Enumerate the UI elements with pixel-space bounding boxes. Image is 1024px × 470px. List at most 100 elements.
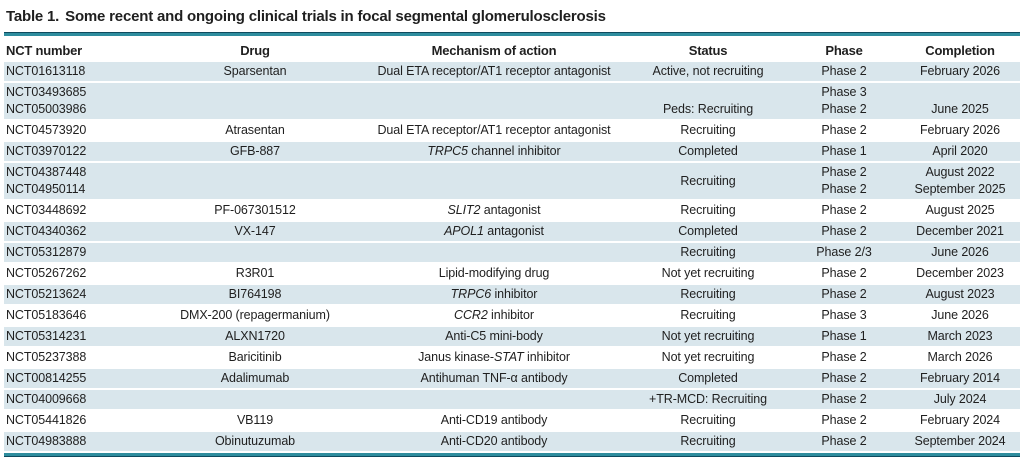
cell-mech: SLIT2 antagonist (447, 203, 541, 217)
clinical-trials-table: NCT number Drug Mechanism of action Status P… (4, 38, 1020, 453)
cell-status: Recruiting (628, 243, 788, 262)
cell-mech (360, 390, 628, 409)
table-row: NCT03970122 GFB-887 TRPC5 channel inhibito… (4, 142, 1020, 161)
cell-mech (360, 163, 628, 199)
cell-phase: Phase 2 (821, 413, 867, 427)
table-row: NCT04983888 Obinutuzumab Anti-CD20 antibod… (4, 432, 1020, 451)
cell-status: Recruiting (680, 413, 736, 427)
table-row: NCT04573920 Atrasentan Dual ETA receptor/A… (4, 121, 1020, 140)
table-header: NCT number Drug Mechanism of action Status P… (4, 40, 1020, 60)
table-row: NCT00814255 Adalimumab Antihuman TNF-α ant… (4, 369, 1020, 388)
table-figure: Table 1. Some recent and ongoing clinical… (4, 5, 1020, 457)
col-header-drug: Drug (240, 43, 270, 58)
cell-phase: Phase 2/3 (788, 243, 900, 262)
cell-nct: NCT05237388 (6, 350, 87, 364)
cell-completion: December 2023 (916, 266, 1004, 280)
cell-status: Recruiting (628, 432, 788, 451)
cell-nct: NCT05183646 (6, 308, 87, 322)
cell-completion: February 2024 (920, 413, 1000, 427)
cell-nct: NCT01613118 (4, 62, 150, 81)
table-row: NCT04340362 VX-147 APOL1 antagonist Complet… (4, 222, 1020, 241)
cell-status: Not yet recruiting (661, 266, 755, 280)
cell-drug: ALXN1720 (150, 327, 360, 346)
cell-nct: NCT05441826 (6, 413, 87, 427)
cell-drug: R3R01 (235, 266, 275, 280)
cell-drug (150, 163, 360, 199)
cell-drug: PF-067301512 (214, 203, 296, 217)
cell-phase: Phase 2 (788, 369, 900, 388)
cell-mech (360, 243, 628, 262)
cell-completion: February 2026 (920, 123, 1000, 137)
table-row: NCT05312879 Recruiting Phase 2/3 June 2026 (4, 243, 1020, 262)
cell-status: Completed (628, 369, 788, 388)
cell-completion: June 2026 (931, 308, 989, 322)
table-row: NCT05237388 Baricitinib Janus kinase-STAT … (4, 348, 1020, 367)
cell-phase: Phase 2 (821, 266, 867, 280)
cell-mech (360, 83, 628, 119)
cell-phase: Phase 3 Phase 2 (788, 83, 900, 119)
col-header-completion: Completion (925, 43, 995, 58)
cell-status: Recruiting (680, 123, 736, 137)
cell-drug: Atrasentan (225, 123, 285, 137)
cell-completion: December 2021 (900, 222, 1020, 241)
cell-drug: VX-147 (150, 222, 360, 241)
table-row: NCT04009668 +TR-MCD: Recruiting Phase 2 Ju… (4, 390, 1020, 409)
cell-phase: Phase 2 (821, 123, 867, 137)
cell-drug (150, 243, 360, 262)
cell-status: Recruiting (680, 308, 736, 322)
cell-nct: NCT03970122 (4, 142, 150, 161)
cell-completion: September 2024 (900, 432, 1020, 451)
cell-mech: Antihuman TNF-α antibody (360, 369, 628, 388)
cell-mech: TRPC5 channel inhibitor (360, 142, 628, 161)
cell-phase: Phase 2 (821, 350, 867, 364)
cell-completion: August 2022 September 2025 (900, 163, 1020, 199)
cell-completion: February 2014 (900, 369, 1020, 388)
col-header-nct: NCT number (6, 43, 83, 58)
table-row: NCT03448692 PF-067301512 SLIT2 antagonist R… (4, 201, 1020, 220)
cell-phase: Phase 2 Phase 2 (788, 163, 900, 199)
cell-completion: July 2024 (900, 390, 1020, 409)
bottom-rule (4, 453, 1020, 457)
table-title: Table 1. Some recent and ongoing clinical… (4, 5, 1020, 32)
cell-nct: NCT00814255 (4, 369, 150, 388)
table-row: NCT03493685 NCT05003986 Peds: Recruiting P… (4, 83, 1020, 119)
cell-drug: VB119 (236, 413, 274, 427)
cell-drug (150, 390, 360, 409)
cell-phase: Phase 1 (788, 327, 900, 346)
cell-completion: April 2020 (900, 142, 1020, 161)
cell-status: Completed (628, 142, 788, 161)
cell-status: Not yet recruiting (661, 350, 755, 364)
table-title-text: Some recent and ongoing clinical trials … (65, 8, 606, 25)
cell-phase: Phase 2 (821, 203, 867, 217)
cell-status: Not yet recruiting (628, 327, 788, 346)
col-header-phase: Phase (825, 43, 863, 58)
header-row: NCT number Drug Mechanism of action Status P… (4, 40, 1020, 60)
cell-nct: NCT05267262 (6, 266, 87, 280)
cell-nct: NCT05312879 (4, 243, 150, 262)
cell-completion: March 2026 (927, 350, 993, 364)
cell-nct: NCT04009668 (4, 390, 150, 409)
cell-nct: NCT04983888 (4, 432, 150, 451)
table-body: NCT01613118 Sparsentan Dual ETA receptor/A… (4, 62, 1020, 451)
cell-mech: Anti-CD20 antibody (360, 432, 628, 451)
table-title-label: Table 1. (6, 8, 60, 25)
cell-completion: August 2023 (900, 285, 1020, 304)
table-row: NCT05183646 DMX-200 (repagermanium) CCR2 i… (4, 306, 1020, 325)
cell-mech: CCR2 inhibitor (454, 308, 534, 322)
cell-drug: Adalimumab (150, 369, 360, 388)
cell-completion: March 2023 (900, 327, 1020, 346)
cell-status: Recruiting (628, 163, 788, 199)
table-row: NCT01613118 Sparsentan Dual ETA receptor/A… (4, 62, 1020, 81)
cell-mech: APOL1 antagonist (360, 222, 628, 241)
cell-nct: NCT05314231 (4, 327, 150, 346)
cell-mech: TRPC6 inhibitor (360, 285, 628, 304)
cell-drug: BI764198 (150, 285, 360, 304)
table-row: NCT05213624 BI764198 TRPC6 inhibitor Recrui… (4, 285, 1020, 304)
cell-nct: NCT04340362 (4, 222, 150, 241)
cell-completion: June 2026 (900, 243, 1020, 262)
table-row: NCT04387448 NCT04950114 Recruiting Phase 2… (4, 163, 1020, 199)
cell-drug (150, 83, 360, 119)
cell-mech: Anti-C5 mini-body (360, 327, 628, 346)
cell-status: Recruiting (680, 203, 736, 217)
cell-drug: Sparsentan (150, 62, 360, 81)
